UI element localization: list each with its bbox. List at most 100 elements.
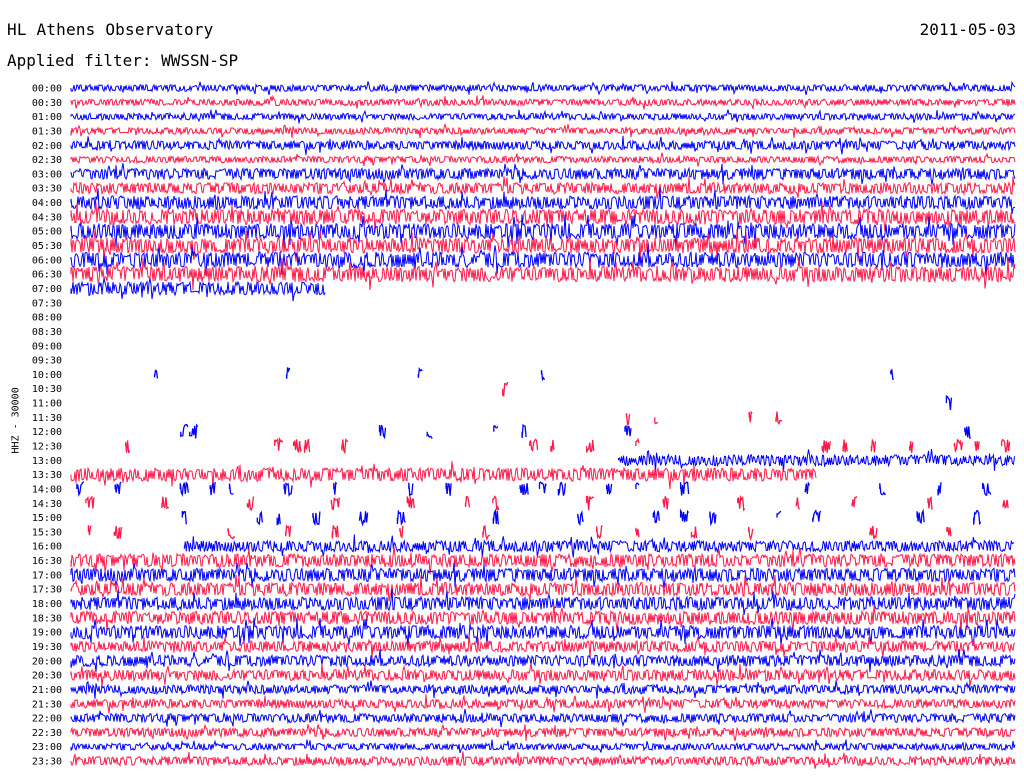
burst-1530-8 [635, 527, 640, 538]
trace-1800 [70, 588, 1016, 615]
row-label-1530: 15:30 [32, 527, 62, 538]
trace-0500 [70, 214, 1016, 249]
row-label-0930: 09:30 [32, 356, 62, 367]
burst-1400-1 [114, 481, 122, 495]
trace-0300 [70, 163, 1016, 185]
burst-1230-11 [870, 438, 877, 453]
trace-0400 [70, 188, 1016, 214]
burst-1400-2 [179, 481, 189, 498]
burst-1200-4 [493, 424, 499, 432]
row-label-1930: 19:30 [32, 642, 62, 653]
burst-1430-7 [586, 495, 595, 511]
burst-1230-6 [550, 440, 555, 452]
burst-1500-12 [812, 509, 822, 522]
burst-1230-5 [528, 438, 539, 452]
row-label-1500: 15:00 [32, 513, 62, 524]
trace-0630 [70, 257, 1016, 291]
row-label-0630: 06:30 [32, 270, 62, 281]
burst-1400-0 [76, 481, 85, 498]
burst-1230-8 [635, 437, 640, 446]
burst-1430-4 [406, 496, 415, 509]
burst-1230-13 [953, 438, 964, 454]
row-label-2000: 20:00 [32, 656, 62, 667]
row-label-1900: 19:00 [32, 628, 62, 639]
burst-1500-8 [652, 509, 660, 524]
burst-1230-12 [909, 441, 914, 453]
row-label-1430: 14:30 [32, 499, 62, 510]
burst-1400-10 [538, 481, 547, 494]
burst-1400-4 [228, 483, 234, 495]
burst-1430-11 [851, 496, 858, 508]
burst-1200-0 [180, 424, 189, 438]
trace-1730 [70, 574, 1016, 602]
row-label-0430: 04:30 [32, 212, 62, 223]
row-label-0530: 05:30 [32, 241, 62, 252]
burst-1530-6 [482, 524, 491, 541]
row-label-0230: 02:30 [32, 155, 62, 166]
trace-2130 [70, 694, 1016, 714]
trace-0700 [70, 278, 326, 302]
record-date: 2011-05-03 [919, 20, 1016, 39]
burst-1200-2 [378, 424, 387, 440]
trace-0030 [70, 94, 1016, 110]
burst-1400-14 [679, 481, 690, 496]
trace-1700 [70, 562, 1016, 588]
row-label-0730: 07:30 [32, 298, 62, 309]
row-label-0000: 00:00 [32, 84, 62, 95]
burst-1400-5 [283, 482, 293, 497]
burst-1500-14 [973, 510, 982, 526]
row-label-0100: 01:00 [32, 112, 62, 123]
trace-0100 [70, 109, 1016, 124]
row-label-1000: 10:00 [32, 370, 62, 381]
burst-1400-6 [333, 481, 338, 495]
row-label-1700: 17:00 [32, 570, 62, 581]
trace-2100 [70, 680, 1016, 699]
row-label-1600: 16:00 [32, 542, 62, 553]
burst-1530-3 [284, 524, 292, 537]
burst-1430-0 [85, 495, 95, 509]
trace-2200 [70, 708, 1016, 728]
row-label-0400: 04:00 [32, 198, 62, 209]
row-label-2300: 23:00 [32, 742, 62, 753]
row-label-1630: 16:30 [32, 556, 62, 567]
trace-0230 [70, 152, 1016, 167]
burst-1530-1 [113, 525, 123, 540]
trace-0430 [70, 201, 1016, 233]
row-label-0200: 02:00 [32, 141, 62, 152]
burst-1000-3 [540, 370, 546, 382]
row-label-2100: 21:00 [32, 685, 62, 696]
trace-2330 [70, 751, 1016, 769]
burst-1130-3 [775, 411, 783, 425]
trace-0330 [70, 176, 1016, 199]
burst-1230-7 [586, 440, 595, 453]
burst-1500-0 [181, 510, 187, 525]
burst-1200-5 [521, 423, 527, 439]
burst-1230-15 [1000, 438, 1011, 453]
burst-1400-7 [408, 482, 414, 497]
row-label-0300: 03:00 [32, 169, 62, 180]
trace-0130 [70, 122, 1016, 139]
burst-1400-12 [605, 483, 613, 495]
trace-1330 [70, 461, 817, 490]
row-label-1230: 12:30 [32, 442, 62, 453]
burst-1230-14 [974, 441, 980, 451]
trace-0000 [70, 80, 1016, 96]
burst-1500-1 [256, 510, 263, 526]
burst-1200-6 [624, 424, 632, 437]
burst-1500-2 [276, 513, 281, 526]
burst-1530-9 [690, 526, 698, 539]
burst-1200-1 [189, 423, 199, 439]
burst-1230-10 [842, 439, 848, 453]
burst-1400-16 [879, 483, 887, 496]
station-title: HL Athens Observatory [7, 20, 214, 39]
trace-0200 [70, 135, 1016, 155]
row-label-0130: 01:30 [32, 126, 62, 137]
burst-1500-13 [916, 508, 925, 525]
burst-1400-3 [209, 481, 216, 496]
burst-1400-18 [982, 482, 992, 496]
row-label-2230: 22:30 [32, 728, 62, 739]
trace-2030 [70, 663, 1016, 687]
row-label-2330: 23:30 [32, 757, 62, 768]
row-label-0600: 06:00 [32, 255, 62, 266]
